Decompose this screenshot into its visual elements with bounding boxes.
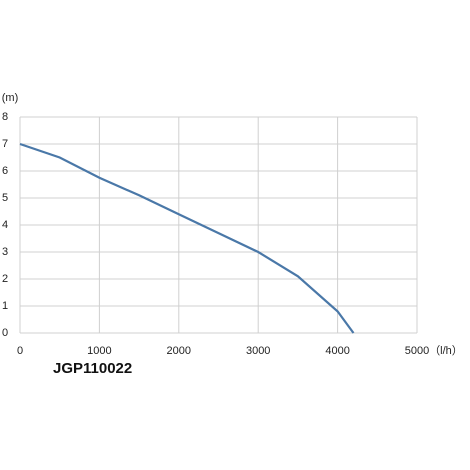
x-tick-label: 1000 xyxy=(87,345,111,357)
x-tick-label: 4000 xyxy=(325,345,349,357)
y-tick-label: 5 xyxy=(2,192,8,204)
y-tick-label: 7 xyxy=(2,138,8,150)
x-axis-label: （l/h） xyxy=(429,344,463,357)
y-tick-label: 4 xyxy=(2,219,8,231)
y-tick-label: 2 xyxy=(2,273,8,285)
y-tick-label: 8 xyxy=(2,111,8,123)
y-tick-label: 1 xyxy=(2,300,8,312)
y-tick-label: 3 xyxy=(2,246,8,258)
y-axis-label: (m) xyxy=(2,92,19,104)
x-tick-label: 5000 xyxy=(405,345,429,357)
y-tick-label: 6 xyxy=(2,165,8,177)
x-tick-label: 2000 xyxy=(167,345,191,357)
chart-title: JGP110022 xyxy=(53,360,132,377)
y-tick-label: 0 xyxy=(2,327,8,339)
line xyxy=(19,142,355,334)
x-tick-label: 0 xyxy=(17,345,23,357)
x-tick-label: 3000 xyxy=(246,345,270,357)
